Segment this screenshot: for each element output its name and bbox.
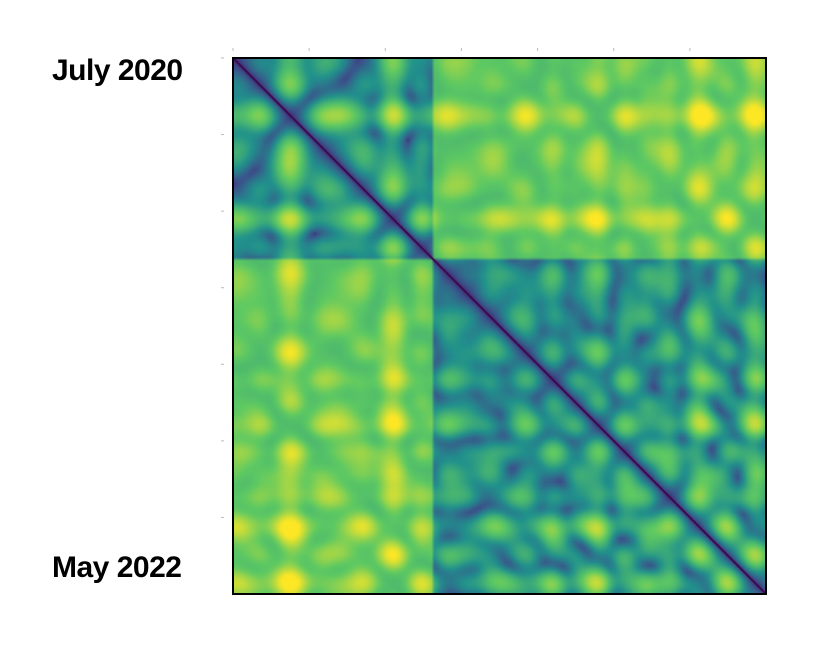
- axis-ticks: [221, 48, 691, 518]
- time-end-label: May 2022: [52, 551, 182, 584]
- plot-frame: [232, 57, 767, 595]
- diagonal-line: [232, 57, 767, 595]
- time-start-label: July 2020: [52, 54, 183, 87]
